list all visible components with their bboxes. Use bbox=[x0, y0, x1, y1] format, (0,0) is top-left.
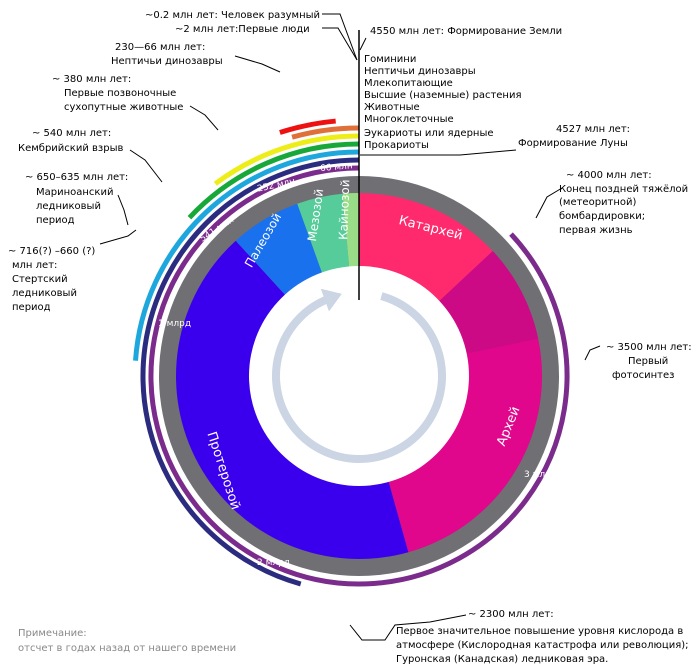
note-text: отсчет в годах назад от нашего времени bbox=[18, 643, 236, 654]
annotation-sturtian-line1: ~ 716(?) –660 (?) bbox=[8, 246, 95, 257]
annotation-marinoan-line4: период bbox=[36, 215, 75, 226]
annotation-first-humans: ~2 млн лет:Первые люди bbox=[175, 24, 310, 35]
ring-label-1bn: 1 млрд bbox=[158, 319, 191, 329]
annotation-cambrian-line2: Кембрийский взрыв bbox=[18, 143, 123, 154]
life-arc-2 bbox=[133, 149, 359, 361]
legend-multicellular: Многоклеточные bbox=[364, 114, 454, 125]
annotation-sturtian-line5: период bbox=[12, 302, 51, 313]
legend-hominini: Гоминини bbox=[364, 54, 416, 65]
annotation-vertebrates-line1: ~ 380 млн лет: bbox=[52, 74, 131, 85]
ring-label-3bn: 3 млрд bbox=[524, 470, 557, 480]
legend-animals: Животные bbox=[364, 102, 420, 113]
legend-list: Гоминини Нептичьи динозавры Млекопитающи… bbox=[364, 54, 522, 151]
annotation-photosynthesis-line1: ~ 3500 млн лет: bbox=[606, 342, 692, 353]
annotation-bombard-line2: Конец поздней тяжёлой bbox=[559, 184, 688, 195]
annotation-earth-formation: 4550 млн лет: Формирование Земли bbox=[370, 26, 562, 37]
annotation-sturtian-line4: ледниковый bbox=[12, 288, 77, 299]
clock-rings bbox=[159, 176, 559, 576]
ring-label-66m: 66 млн bbox=[320, 161, 354, 174]
annotation-marinoan-line3: ледниковый bbox=[36, 201, 101, 212]
annotation-bombard-line1: ~ 4000 млн лет: bbox=[566, 170, 652, 181]
legend-prokaryotes: Прокариоты bbox=[364, 140, 429, 151]
life-arc-3 bbox=[187, 141, 359, 220]
inner-disk bbox=[249, 266, 469, 486]
time-arrow-head bbox=[320, 288, 342, 312]
annotation-oxygen-line4: Гуронская (Канадская) ледниковая эра. bbox=[396, 654, 608, 665]
annotation-sturtian-line3: Стертский bbox=[12, 274, 68, 285]
legend-mammals: Млекопитающие bbox=[364, 78, 453, 89]
legend-dinosaurs: Нептичьи динозавры bbox=[364, 66, 476, 77]
life-arcs bbox=[133, 118, 570, 587]
legend-plants: Высшие (наземные) растения bbox=[364, 90, 522, 101]
annotation-oxygen-line3: атмосфере (Кислородная катастрофа или ре… bbox=[396, 640, 689, 651]
annotation-moon-line2: Формирование Луны bbox=[518, 138, 628, 149]
legend-eukaryotes: Эукариоты или ядерные bbox=[364, 128, 494, 139]
annotation-vertebrates-line2: Первые позвоночные bbox=[64, 88, 176, 99]
note-title: Примечание: bbox=[18, 628, 87, 639]
life-arc-6 bbox=[279, 118, 336, 135]
annotation-dinosaurs-line2: Нептичьи динозавры bbox=[111, 56, 223, 67]
annotation-photosynthesis-line2: Первый bbox=[628, 356, 668, 367]
annotation-oxygen-line2: Первое значительное повышение уровня кис… bbox=[396, 626, 683, 637]
annotation-cambrian-line1: ~ 540 млн лет: bbox=[32, 128, 111, 139]
annotations: ~0.2 млн лет: Человек разумный ~2 млн ле… bbox=[8, 10, 692, 665]
annotation-bombard-line4: бомбардировки; bbox=[559, 211, 645, 222]
annotation-bombard-line5: первая жизнь bbox=[559, 225, 633, 236]
life-arc-1 bbox=[140, 157, 359, 587]
annotation-leaders bbox=[99, 13, 601, 641]
ring-label-4-6bn: 4,6 млрд bbox=[364, 160, 406, 170]
era-label-cenozoic: Кайнозой bbox=[336, 179, 352, 240]
life-arc-5 bbox=[291, 125, 359, 140]
annotation-moon-line1: 4527 млн лет: bbox=[556, 124, 630, 135]
life-arc-4 bbox=[213, 133, 359, 186]
annotation-homo-sapiens: ~0.2 млн лет: Человек разумный bbox=[145, 10, 320, 21]
annotation-oxygen-line1: ~ 2300 млн лет: bbox=[468, 609, 554, 620]
annotation-photosynthesis-line3: фотосинтез bbox=[612, 370, 674, 381]
annotation-sturtian-line2: млн лет: bbox=[12, 260, 57, 271]
annotation-marinoan-line1: ~ 650–635 млн лет: bbox=[25, 172, 128, 183]
time-arrow-arc bbox=[272, 292, 446, 463]
ring-label-2bn: 2 млрд bbox=[257, 558, 290, 568]
annotation-marinoan-line2: Мариноанский bbox=[36, 187, 113, 198]
annotation-vertebrates-line3: сухопутные животные bbox=[64, 102, 183, 113]
ring-label-2-5bn: 2,5 млрд bbox=[409, 591, 452, 611]
life-arc-0 bbox=[148, 165, 570, 587]
annotation-dinosaurs-line1: 230—66 млн лет: bbox=[115, 42, 205, 53]
annotation-bombard-line3: (метеоритной) bbox=[559, 197, 637, 208]
